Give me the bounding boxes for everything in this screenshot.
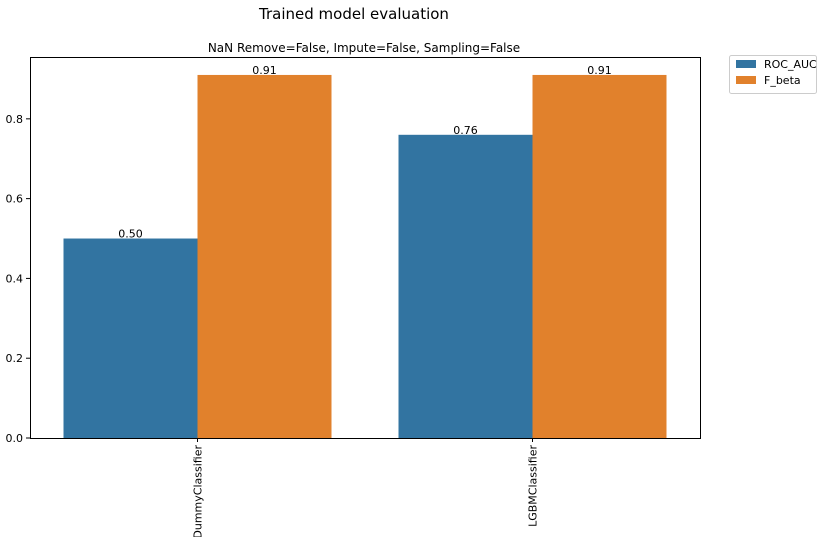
- x-tick-label: LGBMClassifier: [527, 445, 540, 527]
- y-axis: 0.0 0.2 0.4 0.6 0.8: [6, 113, 30, 445]
- bar-f-beta-dummyclassifier: [197, 74, 332, 438]
- x-axis: DummyClassifier LGBMClassifier: [192, 438, 540, 537]
- legend-swatch-f-beta: [736, 76, 756, 84]
- bar-labels-layer: 0.50 0.91 0.76 0.91: [118, 64, 612, 241]
- y-tick-label: 0.6: [6, 193, 24, 206]
- legend-label-f-beta: F_beta: [764, 74, 801, 87]
- bar-value-label: 0.91: [252, 64, 277, 77]
- y-tick-label: 0.8: [6, 113, 24, 126]
- y-tick-label: 0.0: [6, 432, 24, 445]
- legend-swatch-roc-auc: [736, 60, 756, 68]
- bar-roc-auc-dummyclassifier: [63, 238, 198, 438]
- plot-area-frame: [30, 57, 701, 439]
- x-tick-label: DummyClassifier: [192, 445, 205, 537]
- y-tick-label: 0.2: [6, 352, 24, 365]
- bars-layer: [63, 74, 667, 439]
- bar-roc-auc-lgbmclassifier: [398, 134, 533, 439]
- bar-f-beta-lgbmclassifier: [532, 74, 667, 438]
- bar-value-label: 0.76: [453, 124, 478, 137]
- figure-suptitle: Trained model evaluation: [258, 5, 449, 23]
- bar-value-label: 0.91: [587, 64, 612, 77]
- legend-label-roc-auc: ROC_AUC: [764, 58, 817, 71]
- bar-value-label: 0.50: [118, 228, 143, 241]
- legend-items: ROC_AUC F_beta: [736, 58, 817, 87]
- chart-title: NaN Remove=False, Impute=False, Sampling…: [208, 41, 520, 55]
- y-tick-label: 0.4: [6, 272, 24, 285]
- legend: ROC_AUC F_beta: [729, 55, 817, 94]
